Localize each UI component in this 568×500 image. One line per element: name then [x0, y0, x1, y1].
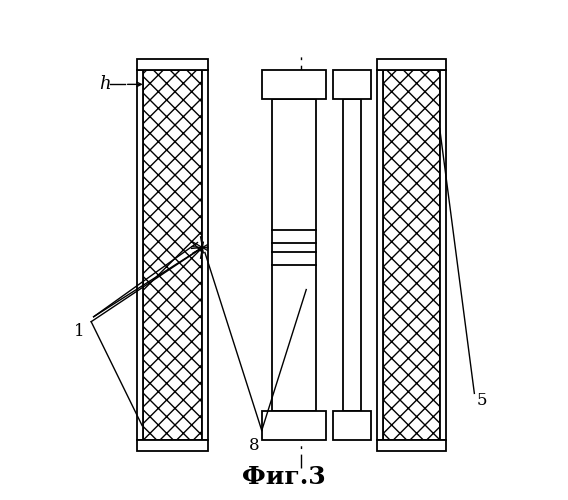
Text: h: h [99, 76, 111, 94]
Bar [272, 99, 316, 410]
Bar [137, 70, 143, 440]
Text: 8: 8 [249, 437, 260, 454]
Bar [262, 70, 326, 99]
Text: Фиг.3: Фиг.3 [242, 466, 326, 489]
Bar [377, 70, 383, 440]
Bar [143, 70, 202, 440]
Bar [333, 410, 370, 440]
Bar [343, 99, 361, 410]
Text: 5: 5 [477, 392, 487, 409]
Bar [262, 410, 326, 440]
Bar [383, 70, 440, 440]
Bar [333, 70, 370, 99]
Bar [202, 70, 208, 440]
Bar [137, 440, 208, 451]
Bar [377, 58, 446, 70]
Bar [137, 58, 208, 70]
Text: 1: 1 [73, 323, 84, 340]
Bar [377, 440, 446, 451]
Bar [440, 70, 446, 440]
